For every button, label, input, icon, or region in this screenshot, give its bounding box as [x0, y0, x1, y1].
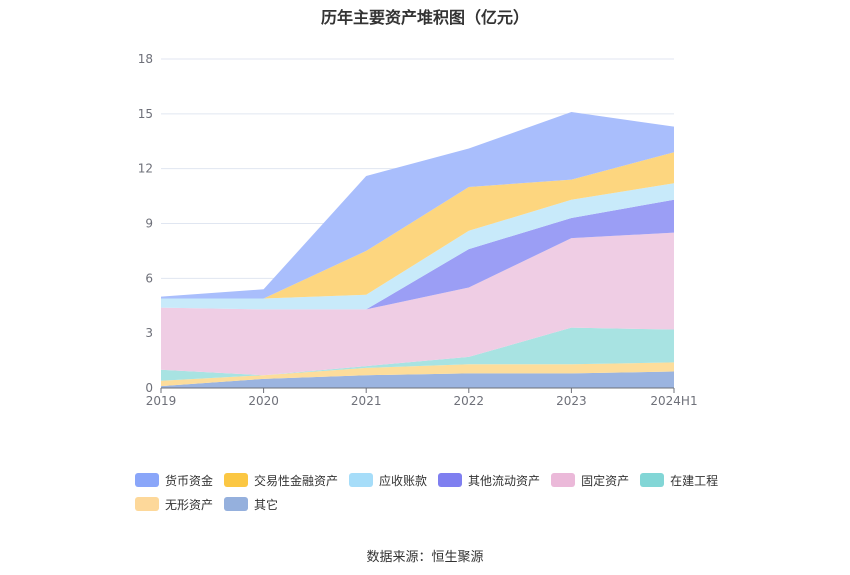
- legend-label: 应收账款: [379, 473, 428, 488]
- x-tick-label: 2021: [351, 394, 382, 408]
- x-tick-label: 2019: [146, 394, 177, 408]
- legend-swatch: [349, 473, 374, 487]
- area-应收账款: [161, 183, 674, 310]
- y-tick-label: 12: [138, 162, 153, 176]
- x-tick-label: 2024H1: [650, 394, 697, 408]
- data-source: 数据来源：恒生聚源: [366, 550, 484, 565]
- legend-swatch: [135, 497, 159, 511]
- legend-label: 交易性金融资产: [254, 473, 339, 488]
- legend: 货币资金 交易性金融资产 应收账款 其他流动资产 固定资产 在建工程无形资产 其它: [135, 472, 755, 512]
- y-tick-label: 3: [145, 326, 153, 340]
- legend-swatch: [551, 473, 576, 487]
- legend-swatch: [135, 473, 159, 487]
- x-tick-label: 2020: [248, 394, 279, 408]
- legend-label: 固定资产: [581, 473, 630, 488]
- area-货币资金: [161, 112, 674, 299]
- legend-label: 在建工程: [670, 473, 719, 488]
- y-tick-label: 6: [145, 271, 153, 285]
- legend-swatch: [438, 473, 463, 487]
- y-tick-label: 18: [138, 52, 153, 66]
- legend-item[interactable]: 在建工程: [640, 472, 718, 488]
- x-tick-label: 2023: [556, 394, 587, 408]
- area-固定资产: [161, 232, 674, 376]
- area-其它: [161, 371, 674, 388]
- area-在建工程: [161, 327, 674, 381]
- plot-area: 0 3 6 9 12 15 18 2019 2020 2021 2022 2023 2024H1: [138, 52, 698, 408]
- axes: 0 3 6 9 12 15 18 2019 2020 2021 2022 2023 2024H1: [138, 52, 698, 408]
- legend-label: 其他流动资产: [468, 473, 541, 488]
- legend-item[interactable]: 货币资金: [135, 472, 213, 488]
- legend-item[interactable]: 交易性金融资产: [224, 472, 338, 488]
- legend-item[interactable]: 无形资产: [135, 496, 213, 512]
- area-无形资产: [161, 362, 674, 387]
- legend-swatch: [224, 473, 249, 487]
- chart-title: 历年主要资产堆积图（亿元）: [320, 8, 529, 27]
- legend-swatch: [224, 497, 249, 511]
- legend-label: 无形资产: [165, 497, 214, 512]
- legend-label: 其它: [254, 497, 279, 512]
- x-tick-label: 2022: [454, 394, 485, 408]
- legend-swatch: [640, 473, 665, 487]
- y-tick-label: 9: [145, 217, 153, 231]
- legend-item[interactable]: 固定资产: [551, 472, 629, 488]
- y-tick-label: 0: [145, 381, 153, 395]
- legend-item[interactable]: 其他流动资产: [438, 472, 540, 488]
- area-其他流动资产: [161, 199, 674, 310]
- legend-label: 货币资金: [165, 473, 214, 488]
- area-series: [161, 112, 674, 388]
- legend-item[interactable]: 其它: [224, 496, 278, 512]
- area-交易性金融资产: [161, 152, 674, 299]
- legend-item[interactable]: 应收账款: [349, 472, 427, 488]
- y-tick-label: 15: [138, 107, 153, 121]
